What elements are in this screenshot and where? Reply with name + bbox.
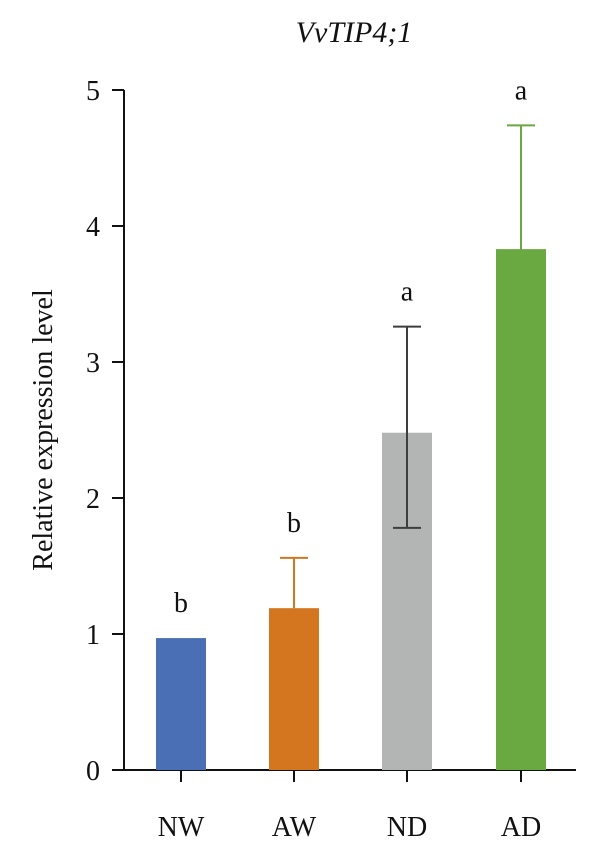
x-tick-label-ad: AD [501, 812, 541, 843]
y-tick-label-1: 1 [86, 620, 100, 651]
significance-label-nw: b [174, 588, 188, 619]
y-tick-label-3: 3 [86, 348, 100, 379]
y-axis-title: Relative expression level [28, 289, 59, 571]
y-tick-label-5: 5 [86, 76, 100, 107]
y-tick-label-0: 0 [86, 756, 100, 787]
bar-aw [269, 608, 319, 770]
chart-title: VvTIP4;1 [296, 16, 413, 49]
y-tick-label-4: 4 [86, 212, 100, 243]
x-tick-label-nd: ND [387, 812, 427, 843]
significance-label-nd: a [401, 277, 414, 308]
significance-label-ad: a [515, 75, 528, 106]
y-tick-label-2: 2 [86, 484, 100, 515]
significance-label-aw: b [287, 508, 301, 539]
bar-nw [156, 638, 206, 770]
x-tick-label-aw: AW [272, 812, 317, 843]
x-tick-label-nw: NW [158, 812, 205, 843]
